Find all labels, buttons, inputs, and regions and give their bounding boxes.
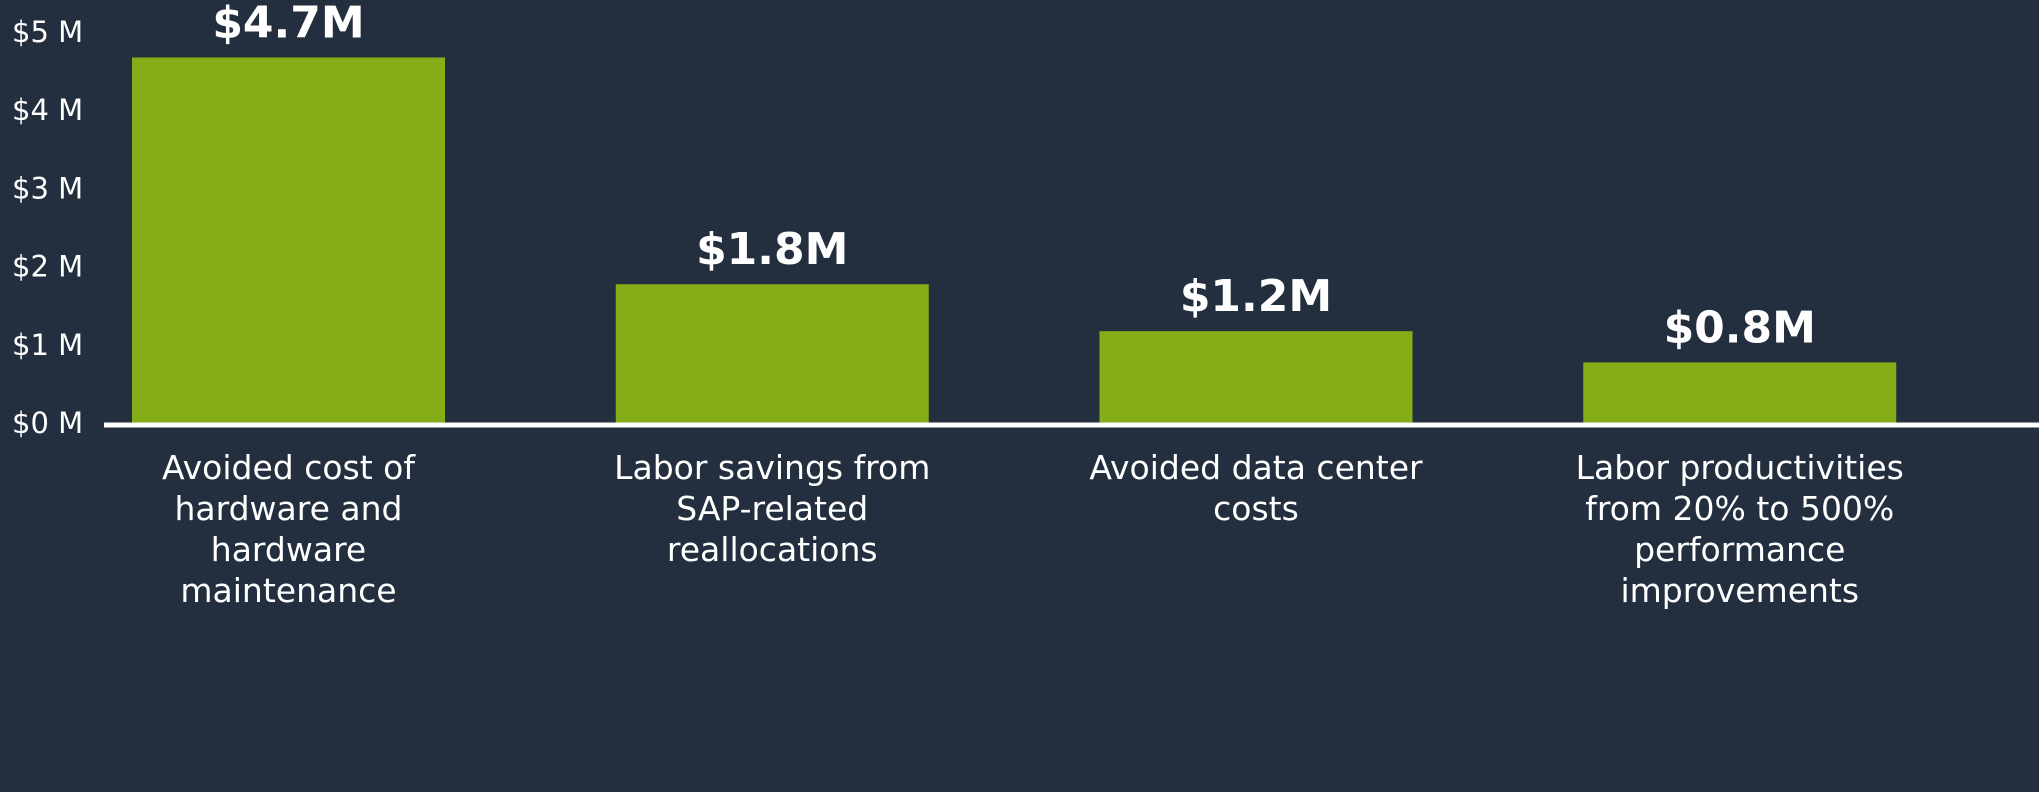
y-tick-label: $0 M — [12, 406, 83, 440]
x-tick-label: Avoided data center costs — [1089, 448, 1423, 528]
y-tick-label: $4 M — [12, 93, 83, 127]
bar — [1099, 331, 1413, 425]
value-label: $4.7M — [212, 0, 364, 48]
value-label: $0.8M — [1664, 302, 1816, 353]
y-tick-label: $5 M — [12, 15, 83, 49]
bar — [132, 57, 445, 426]
y-tick-label: $2 M — [12, 250, 83, 284]
value-label: $1.8M — [696, 224, 848, 275]
x-tick-label: Labor savings from SAP-related reallocat… — [614, 448, 931, 569]
bar — [615, 284, 929, 425]
bar — [1583, 362, 1897, 425]
x-tick-label-box: Labor productivities from 20% to 500% pe… — [1575, 448, 1904, 610]
x-tick-label-box: Labor savings from SAP-related reallocat… — [614, 448, 931, 569]
x-tick-label: Avoided cost of hardware and hardware ma… — [162, 448, 415, 610]
x-tick-label: Labor productivities from 20% to 500% pe… — [1575, 448, 1904, 610]
value-label: $1.2M — [1180, 271, 1332, 322]
x-tick-label-box: Avoided cost of hardware and hardware ma… — [162, 448, 415, 610]
y-tick-label: $1 M — [12, 328, 83, 362]
x-tick-label-box: Avoided data center costs — [1089, 448, 1423, 528]
y-tick-label: $3 M — [12, 171, 83, 205]
